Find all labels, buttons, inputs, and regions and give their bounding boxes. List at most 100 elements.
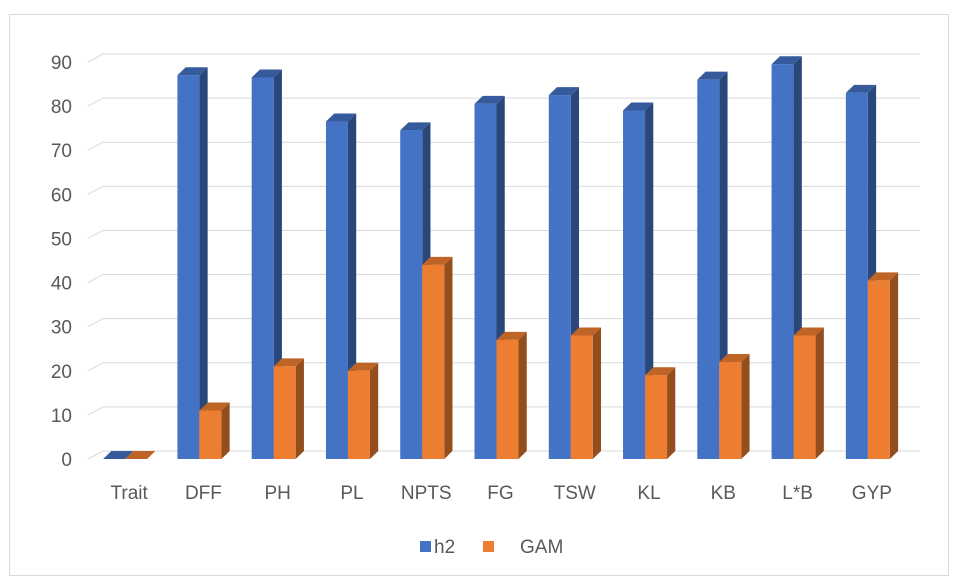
bar-top <box>697 71 728 80</box>
bar-top <box>474 95 505 104</box>
bar-side <box>889 272 899 459</box>
bar-top <box>719 353 750 362</box>
bar-top <box>251 69 282 78</box>
y-axis-ticks: 0 10 20 30 40 50 60 70 80 90 <box>51 53 72 471</box>
gridline-side <box>87 230 104 239</box>
bar-gam-lb <box>793 327 824 459</box>
x-tick-label: KL <box>637 483 660 504</box>
bar-top <box>199 402 230 411</box>
legend: h2 GAM <box>420 537 563 558</box>
bar-front <box>325 121 348 460</box>
x-tick-label: Trait <box>110 483 148 504</box>
bar-front <box>697 79 720 460</box>
bar-front <box>400 130 423 459</box>
bar-front <box>771 64 794 459</box>
bar-side <box>221 402 230 459</box>
bar-top <box>645 367 676 376</box>
bar-front <box>273 366 296 459</box>
bar-side <box>295 358 304 459</box>
bar-front <box>496 339 519 459</box>
y-tick-label: 80 <box>51 97 72 118</box>
x-tick-label: DFF <box>185 483 222 504</box>
bar-front <box>347 370 370 459</box>
bar-front <box>548 95 571 459</box>
bar-top <box>548 87 580 96</box>
y-tick-label: 50 <box>51 229 72 250</box>
x-axis-ticks: Trait DFF PH PL NPTS FG TSW KL KB L*B GYP <box>110 483 891 504</box>
gridline-side <box>87 274 104 283</box>
x-tick-label: KB <box>711 483 736 504</box>
bar-front <box>793 335 816 459</box>
gridline-side <box>87 362 104 372</box>
y-tick-label: 90 <box>51 53 72 74</box>
bar-side <box>741 353 750 459</box>
y-tick-label: 10 <box>51 406 72 427</box>
bar-top <box>793 327 824 336</box>
bar-gam-dff <box>199 402 230 459</box>
bar-top <box>623 102 654 111</box>
gridline-side <box>87 97 104 107</box>
bar-h2-kl <box>623 102 654 460</box>
bar-front <box>422 264 445 459</box>
bar-top <box>273 358 304 367</box>
gridline-side <box>87 318 104 328</box>
bars <box>103 56 899 460</box>
bar-side <box>369 362 379 459</box>
bar-gam-pl <box>347 362 379 459</box>
bar-front <box>623 110 646 460</box>
bar-side <box>444 256 453 459</box>
bar-top <box>570 327 602 336</box>
y-tick-label: 60 <box>51 185 72 206</box>
bar-top <box>325 113 357 122</box>
x-tick-label: TSW <box>554 483 596 504</box>
x-tick-label: PH <box>264 483 290 504</box>
bar-front <box>251 77 274 459</box>
bar-top <box>400 122 431 131</box>
legend-label-gam: GAM <box>520 537 563 558</box>
bar-side <box>592 327 602 459</box>
legend-swatch-gam <box>483 541 494 552</box>
bar-front <box>177 75 200 459</box>
bar-top <box>347 362 379 371</box>
gridline-side <box>87 406 104 416</box>
legend-label-h2: h2 <box>434 537 455 558</box>
y-tick-label: 40 <box>51 274 72 295</box>
bar-gam-gyp <box>867 272 899 459</box>
bar-front <box>845 92 868 459</box>
bar-top <box>496 331 527 340</box>
bar-top <box>845 84 877 93</box>
legend-swatch-h2 <box>420 541 431 552</box>
bar-top <box>867 272 899 281</box>
gridline-side <box>87 141 104 151</box>
bar-h2-trait <box>103 451 134 459</box>
bar-gam-ph <box>273 358 304 459</box>
bar-gam-tsw <box>570 327 602 459</box>
gridline-side <box>87 450 104 460</box>
bar-front <box>570 335 593 459</box>
y-tick-label: 0 <box>61 450 72 471</box>
y-tick-label: 70 <box>51 141 72 162</box>
x-tick-label: FG <box>487 483 513 504</box>
bar-side <box>518 331 527 459</box>
x-tick-label: NPTS <box>401 483 452 504</box>
bar-front <box>199 410 222 459</box>
y-tick-label: 30 <box>51 318 72 339</box>
gridline-side <box>87 185 104 195</box>
bar-top <box>125 451 156 459</box>
bar-top <box>771 56 802 65</box>
bar-front <box>867 280 890 459</box>
bar-h2-dff <box>177 67 208 459</box>
bar-front <box>645 375 668 459</box>
bar-front <box>474 103 497 460</box>
bar-gam-kb <box>719 353 750 459</box>
bar-gam-npts <box>422 256 453 459</box>
bar-side <box>815 327 824 459</box>
bar-gam-trait <box>125 451 156 459</box>
bar-side <box>667 367 676 459</box>
x-tick-label: L*B <box>782 483 813 504</box>
bar-top <box>177 67 208 76</box>
bar-top <box>422 256 453 265</box>
x-tick-label: GYP <box>852 483 892 504</box>
y-tick-label: 20 <box>51 362 72 383</box>
gridline-side <box>87 53 104 63</box>
